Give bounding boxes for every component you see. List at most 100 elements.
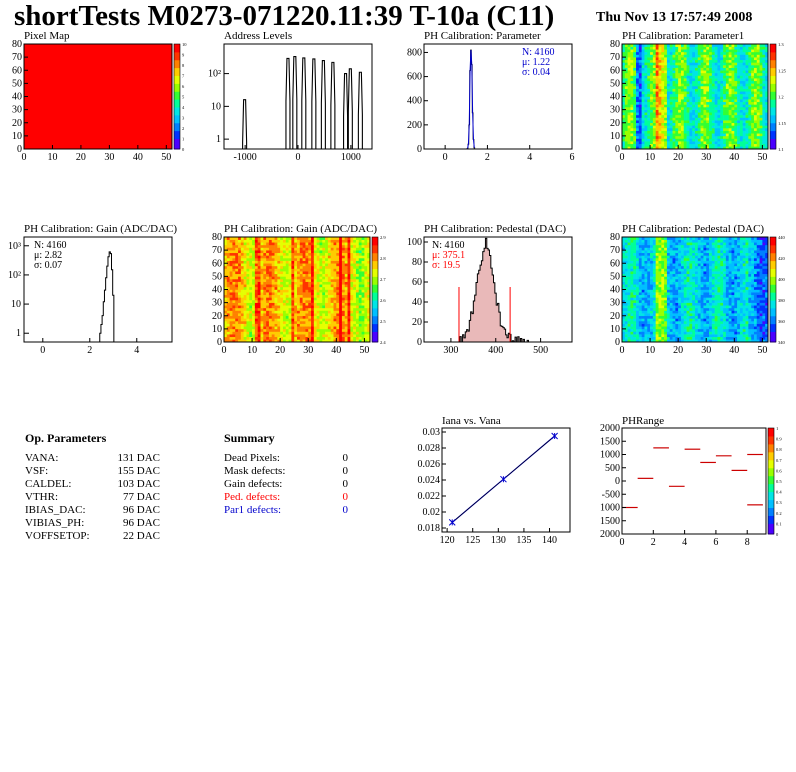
histogram <box>459 237 529 343</box>
heatmap-cell <box>734 138 738 142</box>
heatmap-cell <box>636 276 640 280</box>
heatmap-cell <box>717 133 721 137</box>
heatmap-cell <box>367 315 371 319</box>
heatmap-cell <box>285 300 289 303</box>
heatmap-cell <box>308 300 312 303</box>
heatmap-cell <box>313 305 317 309</box>
heatmap-cell <box>622 289 626 293</box>
heatmap-cell <box>672 78 676 82</box>
heatmap-cell <box>235 279 239 282</box>
heatmap-cell <box>224 250 228 254</box>
heatmap-cell <box>224 284 228 288</box>
heatmap-cell <box>630 91 634 95</box>
heatmap-cell <box>692 122 696 126</box>
heatmap-cell <box>652 279 656 282</box>
heatmap-cell <box>624 302 628 306</box>
heatmap-cell <box>232 294 236 298</box>
heatmap-cell <box>266 315 270 319</box>
heatmap-cell <box>630 133 634 137</box>
heatmap-cell <box>313 300 317 303</box>
heatmap-cell <box>229 297 233 301</box>
heatmap-cell <box>765 96 769 100</box>
heatmap-cell <box>319 279 323 282</box>
heatmap-cell <box>739 91 744 95</box>
heatmap-cell <box>358 284 362 288</box>
heatmap-cell <box>260 281 264 285</box>
heatmap-cell <box>739 143 744 147</box>
heatmap-cell <box>322 302 326 306</box>
heatmap-cell <box>325 336 329 340</box>
heatmap-cell <box>330 244 334 248</box>
heatmap-cell <box>759 54 763 58</box>
heatmap-cell <box>277 273 281 277</box>
heatmap-cell <box>692 59 696 63</box>
heatmap-cell <box>633 146 637 150</box>
heatmap-cell <box>288 307 292 311</box>
heatmap-cell <box>714 59 718 63</box>
heatmap-cell <box>333 281 337 285</box>
heatmap-cell <box>737 44 741 47</box>
heatmap-cell <box>666 70 671 74</box>
heatmap-cell <box>622 273 626 277</box>
heatmap-cell <box>647 101 651 105</box>
heatmap-cell <box>263 292 267 296</box>
heatmap-cell <box>731 78 735 82</box>
heatmap-cell <box>689 128 693 131</box>
heatmap-cell <box>624 326 628 330</box>
heatmap-cell <box>333 315 337 319</box>
heatmap-cell <box>753 122 758 126</box>
heatmap-cell <box>748 109 752 113</box>
heatmap-cell <box>271 313 275 317</box>
heatmap-cell <box>330 239 334 243</box>
heatmap-cell <box>633 128 637 131</box>
heatmap-cell <box>678 101 682 105</box>
heatmap-cell <box>644 96 648 100</box>
heatmap-cell <box>664 88 668 92</box>
heatmap-cell <box>308 258 312 261</box>
heatmap-cell <box>706 96 710 100</box>
heatmap-cell <box>658 109 662 113</box>
heatmap-cell <box>327 307 331 311</box>
heatmap-cell <box>680 83 685 87</box>
heatmap-cell <box>627 96 631 100</box>
heatmap-cell <box>622 109 626 113</box>
heatmap-cell <box>664 141 668 145</box>
heatmap-cell <box>748 99 752 103</box>
heatmap-cell <box>622 310 626 314</box>
heatmap-cell <box>650 86 654 89</box>
x-tick-label: 0 <box>296 152 301 160</box>
heatmap-cell <box>347 252 351 256</box>
heatmap-cell <box>243 297 247 301</box>
heatmap-cell <box>325 260 329 264</box>
heatmap-cell <box>675 65 679 68</box>
heatmap-cell <box>336 300 340 303</box>
heatmap-cell <box>235 321 239 324</box>
heatmap-cell <box>302 300 306 303</box>
heatmap-cell <box>709 51 713 55</box>
heatmap-cell <box>717 65 721 68</box>
heatmap-cell <box>624 321 628 324</box>
heatmap-cell <box>268 271 273 275</box>
heatmap-cell <box>636 54 640 58</box>
heatmap-cell <box>358 318 362 322</box>
heatmap-cell <box>268 242 273 246</box>
heatmap-cell <box>731 57 735 61</box>
heatmap-cell <box>695 138 699 142</box>
heatmap-cell <box>238 321 242 324</box>
heatmap-cell <box>367 321 371 324</box>
heatmap-cell <box>294 284 298 288</box>
heatmap-cell <box>243 273 247 277</box>
heatmap-cell <box>622 258 626 261</box>
heatmap-cell <box>330 297 334 301</box>
colorbar-label: 1.2 <box>778 95 784 100</box>
heatmap-cell <box>339 292 343 296</box>
heatmap-cell <box>308 292 312 296</box>
heatmap-cell <box>240 321 244 324</box>
heatmap-cell <box>641 321 645 324</box>
heatmap-cell <box>680 75 685 79</box>
heatmap-cell <box>297 339 301 343</box>
heatmap-cell <box>364 326 368 330</box>
heatmap-cell <box>661 130 665 134</box>
heatmap-cell <box>672 88 676 92</box>
